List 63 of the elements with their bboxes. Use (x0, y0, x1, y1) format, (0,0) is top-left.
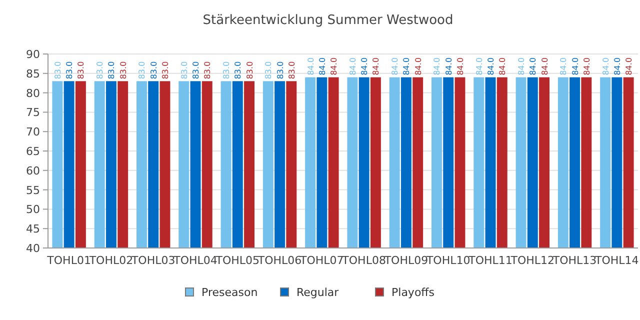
y-tick-label: 85 (26, 67, 40, 80)
chart-title: Stärkeentwicklung Summer Westwood (202, 13, 454, 28)
x-tick-label: TOHL08 (341, 254, 386, 267)
data-label: 83.0 (264, 61, 274, 80)
data-label: 84.0 (474, 57, 484, 76)
data-label: 84.0 (528, 57, 538, 76)
y-tick-label: 45 (26, 222, 40, 236)
data-label: 83.0 (287, 61, 296, 80)
y-tick-label: 50 (26, 203, 40, 216)
data-label: 84.0 (517, 57, 526, 76)
data-label: 83.0 (118, 61, 128, 80)
legend-label: Playoffs (392, 286, 435, 299)
data-label: 84.0 (390, 57, 400, 76)
x-tick-label: TOHL11 (468, 254, 512, 267)
data-label: 84.0 (348, 57, 358, 76)
legend-label: Preseason (202, 286, 258, 299)
data-label: 84.0 (330, 57, 339, 76)
data-label: 84.0 (432, 57, 442, 76)
x-tick-label: TOHL14 (594, 254, 639, 267)
data-label: 84.0 (414, 57, 423, 76)
data-label: 83.0 (222, 61, 232, 80)
y-tick-label: 70 (26, 126, 40, 139)
data-label: 83.0 (96, 61, 105, 80)
data-label: 84.0 (624, 57, 634, 76)
data-label: 84.0 (601, 57, 610, 76)
data-label: 84.0 (372, 57, 381, 76)
data-label: 83.0 (160, 61, 170, 80)
data-label: 84.0 (486, 57, 496, 76)
data-label: 83.0 (234, 61, 243, 80)
legend-label: Regular (296, 286, 340, 299)
data-label: 83.0 (107, 61, 116, 80)
data-label: 84.0 (444, 57, 454, 76)
y-tick-label: 90 (26, 48, 40, 61)
data-label: 84.0 (498, 57, 508, 76)
data-label: 83.0 (76, 61, 86, 80)
y-tick-label: 40 (26, 242, 40, 255)
x-tick-label: TOHL07 (299, 254, 344, 267)
y-tick-label: 80 (26, 86, 40, 100)
data-label: 84.0 (570, 57, 580, 76)
data-label: 84.0 (456, 57, 465, 76)
data-label: 84.0 (318, 57, 327, 76)
data-label: 83.0 (245, 61, 254, 80)
x-tick-label: TOHL04 (172, 254, 218, 267)
data-label: 84.0 (559, 57, 568, 76)
data-label: 84.0 (540, 57, 550, 76)
data-label: 83.0 (180, 61, 189, 80)
data-label: 83.0 (203, 61, 212, 80)
data-label: 84.0 (612, 57, 622, 76)
data-label: 83.0 (65, 61, 74, 80)
data-label: 84.0 (582, 57, 592, 76)
data-label: 84.0 (360, 57, 370, 76)
x-tick-label: TOHL01 (46, 254, 91, 267)
data-label: 84.0 (306, 57, 316, 76)
y-tick-label: 75 (26, 106, 40, 120)
y-tick-label: 65 (26, 145, 40, 158)
data-label: 83.0 (53, 61, 62, 80)
y-tick-label: 60 (26, 164, 40, 178)
data-label: 83.0 (192, 61, 200, 80)
data-label: 83.0 (149, 61, 158, 80)
y-tick-label: 55 (26, 184, 40, 197)
data-label: 84.0 (402, 57, 412, 76)
data-label: 83.0 (138, 61, 147, 80)
data-label: 83.0 (276, 61, 285, 80)
